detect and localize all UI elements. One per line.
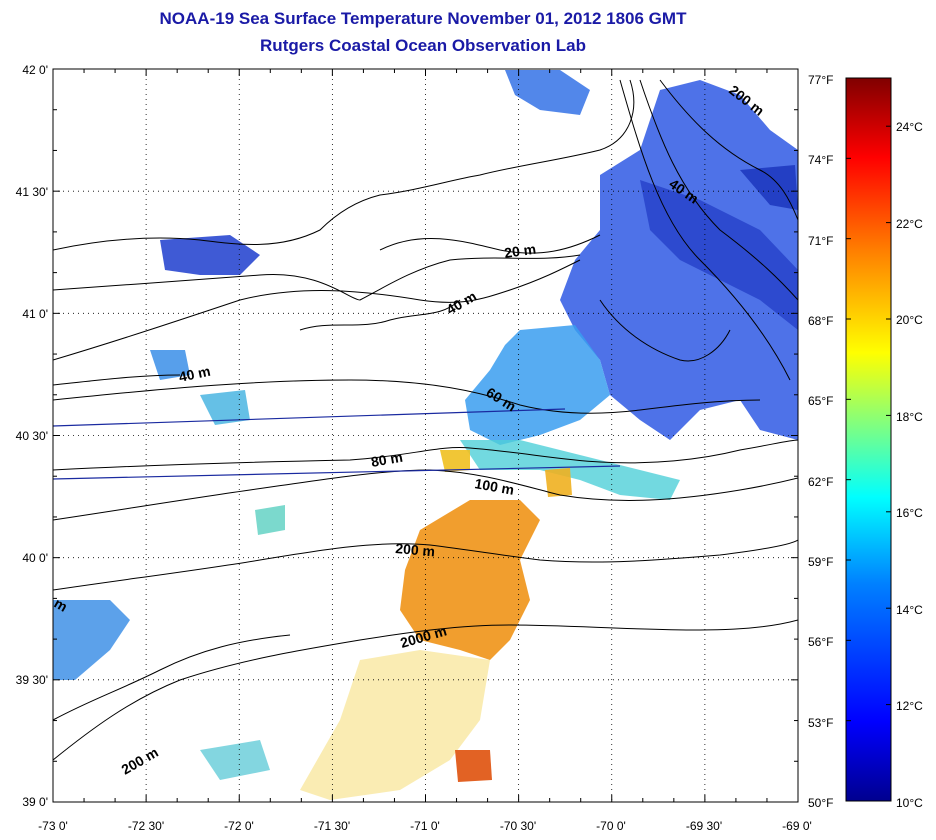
colorbar-f-label: 62°F [808,475,833,489]
colorbar: 77°F 74°F 71°F 68°F 65°F 62°F 59°F 56°F … [808,73,923,810]
contour-label: 100 m [473,475,515,498]
map-ticks [52,68,799,803]
lat-label: 40 0' [22,551,48,565]
bathymetry-contours [53,79,798,761]
sst-patch-warm [400,500,540,660]
sst-patch-mid [150,350,190,380]
colorbar-c-label: 14°C [896,603,923,617]
sst-patch-cold [505,70,590,115]
colorbar-c-label: 22°C [896,217,923,231]
sst-patch-mid [53,600,130,680]
lon-label: -69 0' [782,819,812,833]
transect-line-south [52,465,621,480]
contour-200m [53,539,798,591]
colorbar-f-label: 77°F [808,73,833,87]
sst-patch-mid [465,325,610,445]
lon-label: -72 30' [128,819,164,833]
sst-patch-warm [300,650,490,800]
colorbar-f-label: 65°F [808,394,833,408]
lon-label: -73 0' [38,819,68,833]
lon-label: -72 0' [224,819,254,833]
lat-label: 41 0' [22,307,48,321]
sst-patch-cold [740,165,798,210]
colorbar-f-label: 56°F [808,635,833,649]
colorbar-f-label: 71°F [808,234,833,248]
colorbar-c-label: 12°C [896,699,923,713]
longitude-labels: -73 0' -72 30' -72 0' -71 30' -71 0' -70… [38,819,812,833]
contour-80m [53,439,798,471]
lat-label: 39 30' [16,673,48,687]
map-grid [53,69,798,802]
sst-patch-hot [455,750,492,782]
contour-gom [639,79,798,301]
contour-200m-sw [53,634,291,721]
sst-patch-mid [160,235,260,275]
contour-gom [619,79,791,381]
colorbar-c-label: 10°C [896,796,923,810]
colorbar-f-label: 59°F [808,555,833,569]
contour-100m [53,469,798,521]
colorbar-f-label: 50°F [808,796,833,810]
contour-40m [53,374,181,386]
contour-label: 200 m [119,744,161,778]
lon-label: -69 30' [686,819,722,833]
colorbar-c-label: 24°C [896,120,923,134]
contour-label: 40 m [177,363,212,385]
contour-gom [659,79,798,221]
contour-label: 20 m [503,241,537,261]
colorbar-c-label: 18°C [896,410,923,424]
sst-patch-mid [200,390,250,425]
coastline [53,79,635,251]
colorbar-f-label: 74°F [808,153,833,167]
contour-2000m [53,619,798,761]
transect-line-north [52,408,566,427]
contour-60m [53,379,761,414]
map-subtitle: Rutgers Coastal Ocean Observation Lab [260,36,586,55]
lon-label: -70 0' [596,819,626,833]
colorbar-f-label: 53°F [808,716,833,730]
lat-label: 39 0' [22,795,48,809]
sst-patch-mid [200,740,270,780]
latitude-labels: 39 0' 39 30' 40 0' 40 30' 41 0' 41 30' 4… [16,63,48,809]
colorbar-c-label: 20°C [896,313,923,327]
lat-label: 42 0' [22,63,48,77]
colorbar-f-label: 68°F [808,314,833,328]
colorbar-gradient [845,77,892,802]
lon-label: -71 0' [410,819,440,833]
transect-lines [52,408,621,480]
map-title: NOAA-19 Sea Surface Temperature November… [159,9,687,28]
sst-patch-warm [545,468,572,497]
contour-label: 80 m [370,449,404,470]
coastline [299,299,461,331]
lon-label: -70 30' [500,819,536,833]
coastline [53,254,581,301]
sst-patch-cold [640,180,798,330]
sst-patch-cold [560,80,798,440]
sst-data-layer [53,70,798,800]
colorbar-c-label: 16°C [896,506,923,520]
contour-gom [599,299,731,362]
sst-patch-warm [440,450,470,472]
lat-label: 40 30' [16,429,48,443]
contour-40m [53,259,581,361]
contour-label: 200 m [395,540,436,559]
lon-label: -71 30' [314,819,350,833]
contour-20m [379,234,601,254]
lat-label: 41 30' [16,185,48,199]
sst-patch-mid [255,505,285,535]
